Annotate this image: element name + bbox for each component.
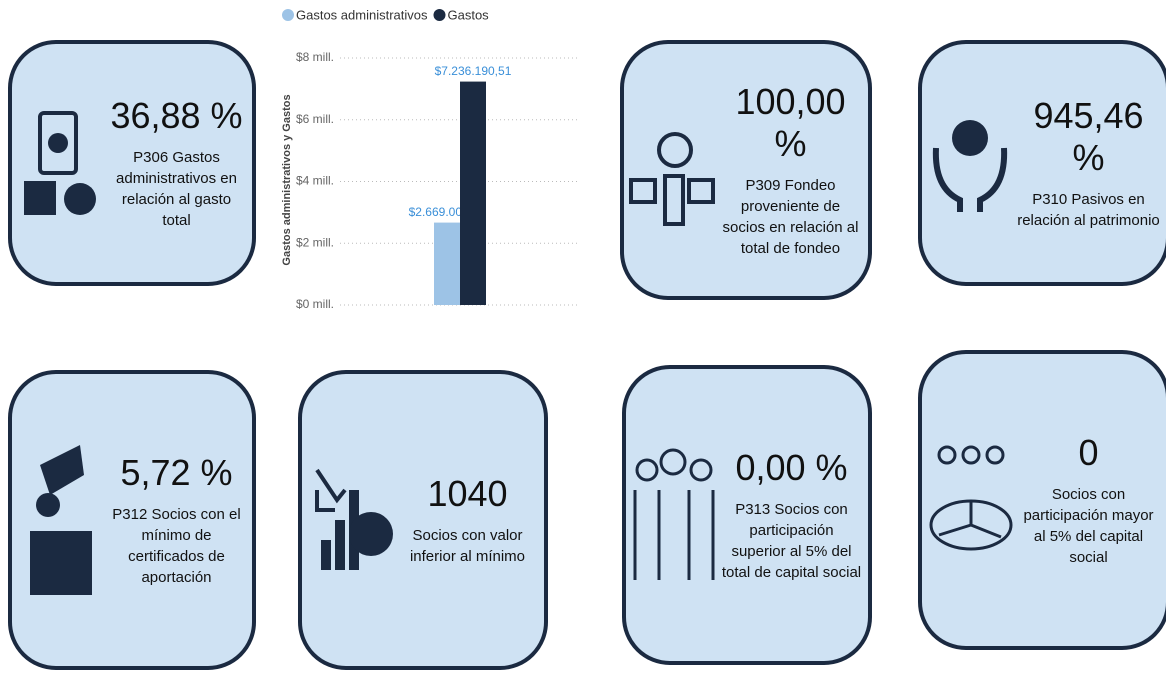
kpi-label: P309 Fondeo proveniente de socios en rel… — [722, 177, 859, 257]
kpi-value: 100,00 % — [735, 81, 846, 164]
kpi-card: 0,00 % P313 Socios con participación supe… — [622, 365, 872, 665]
kpi-card: 5,72 % P312 Socios con el mínimo de certi… — [8, 370, 256, 670]
kpi-value: 5,72 % — [120, 452, 233, 493]
kpi-value: 0,00 % — [735, 447, 848, 488]
kpi-label: Socios con participación mayor al 5% del… — [1023, 486, 1154, 566]
icon — [922, 435, 1017, 565]
y-tick-label: $0 mill. — [296, 297, 334, 311]
y-tick-label: $2 mill. — [296, 235, 334, 249]
legend-label: Gastos administrativos — [296, 7, 428, 22]
legend-marker — [282, 9, 294, 21]
bar — [434, 222, 460, 305]
icon — [302, 450, 397, 590]
kpi-label: Socios con valor inferior al mínimo — [409, 527, 526, 565]
icon — [12, 103, 107, 223]
kpi-value: 1040 — [427, 473, 508, 514]
kpi-card: 1040 Socios con valor inferior al mínimo — [298, 370, 548, 670]
icon — [624, 110, 719, 230]
kpi-card: 0 Socios con participación mayor al 5% de… — [918, 350, 1166, 650]
legend-label: Gastos — [448, 7, 490, 22]
y-tick-label: $6 mill. — [296, 112, 334, 126]
kpi-label: P312 Socios con el mínimo de certificado… — [112, 506, 241, 586]
legend-marker — [433, 9, 446, 21]
data-label: $7.236.190,51 — [435, 64, 512, 78]
bar — [460, 81, 486, 306]
kpi-label: P313 Socios con participación superior a… — [721, 501, 862, 581]
y-tick-label: $8 mill. — [296, 50, 334, 64]
kpi-card: 100,00 % P309 Fondeo proveniente de socio… — [620, 40, 872, 300]
kpi-value: 0 — [1078, 432, 1099, 473]
kpi-value: 945,46 % — [1033, 95, 1144, 178]
icon — [626, 440, 721, 590]
kpi-label: P310 Pasivos en relación al patrimonio — [1017, 191, 1160, 229]
chart: Gastos administrativos y Gastos $0 mill.… — [281, 7, 580, 311]
kpi-value: 36,88 % — [110, 95, 243, 136]
kpi-label: P306 Gastos administrativos en relación … — [116, 149, 237, 229]
kpi-card: 945,46 % P310 Pasivos en relación al patr… — [918, 40, 1166, 286]
icon — [922, 108, 1017, 218]
kpi-card: 36,88 % P306 Gastos administrativos en re… — [8, 40, 256, 286]
y-tick-label: $4 mill. — [296, 174, 334, 188]
y-axis-title: Gastos administrativos y Gastos — [281, 94, 293, 265]
icon — [12, 435, 107, 605]
